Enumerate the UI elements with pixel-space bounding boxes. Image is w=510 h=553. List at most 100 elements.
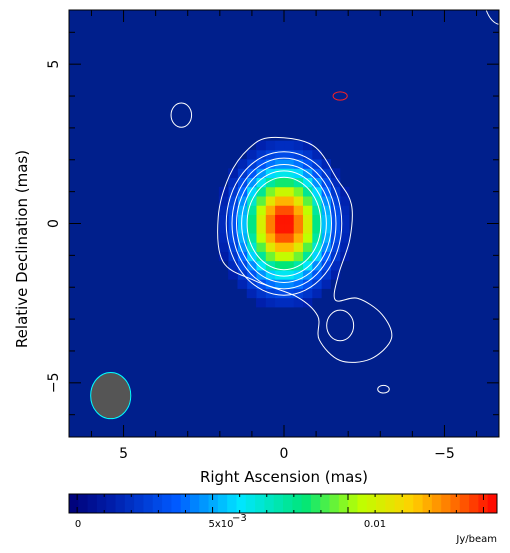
map-pixel xyxy=(246,168,257,179)
map-pixel xyxy=(284,223,294,234)
colorbar-segment xyxy=(96,494,107,513)
beam-shape xyxy=(90,371,132,420)
map-pixel xyxy=(330,242,341,252)
map-pixel xyxy=(237,251,248,262)
map-pixel xyxy=(284,149,294,160)
map-pixel xyxy=(237,186,248,197)
colorbar-segment xyxy=(115,494,126,513)
map-pixel xyxy=(302,159,313,169)
map-pixel xyxy=(256,279,266,289)
map-pixel xyxy=(302,288,313,299)
map-pixel xyxy=(256,196,266,206)
map-pixel xyxy=(274,297,285,308)
map-pixel xyxy=(293,168,304,179)
map-pixel xyxy=(246,186,257,197)
colorbar-segment xyxy=(292,494,303,513)
colorbar-segment xyxy=(376,494,386,513)
map-pixel xyxy=(302,233,313,243)
colorbar-segment xyxy=(469,494,479,513)
map-pixel xyxy=(284,260,294,271)
map-pixel xyxy=(265,297,276,308)
colorbar-tick-label-0: 0 xyxy=(75,519,81,530)
map-pixel xyxy=(321,186,331,197)
map-pixel xyxy=(293,159,304,169)
map-pixel xyxy=(302,149,313,160)
map-pixel xyxy=(339,186,350,197)
map-pixel xyxy=(246,251,257,262)
map-pixel xyxy=(246,149,257,160)
map-pixel xyxy=(293,149,304,160)
map-pixel xyxy=(274,270,285,280)
map-pixel xyxy=(265,177,276,188)
colorbar-segment xyxy=(162,494,172,513)
colorbar-segment xyxy=(180,494,191,513)
map-pixel xyxy=(321,233,331,243)
map-pixel xyxy=(293,260,304,271)
map-pixel xyxy=(321,242,331,252)
colorbar-segment xyxy=(478,494,489,513)
map-pixel xyxy=(274,168,285,179)
map-pixel xyxy=(330,270,341,280)
map-pixel xyxy=(311,288,322,299)
map-pixel xyxy=(228,168,238,179)
colorbar xyxy=(68,493,498,514)
map-pixel xyxy=(293,279,304,289)
map-pixel xyxy=(274,223,285,234)
map-pixel xyxy=(330,214,341,225)
colorbar-tick-label-2: 0.01 xyxy=(364,519,386,530)
map-pixel xyxy=(321,260,331,271)
map-pixel xyxy=(293,196,304,206)
map-pixel xyxy=(274,214,285,225)
map-pixel xyxy=(218,214,229,225)
map-pixel xyxy=(321,168,331,179)
map-pixel xyxy=(284,177,294,188)
colorbar-segment xyxy=(422,494,433,513)
map-pixel xyxy=(265,270,276,280)
map-pixel xyxy=(293,251,304,262)
colorbar-segment xyxy=(264,494,275,513)
map-pixel xyxy=(293,186,304,197)
map-pixel xyxy=(274,260,285,271)
map-pixel xyxy=(311,233,322,243)
colorbar-segment xyxy=(487,494,498,513)
map-pixel xyxy=(246,233,257,243)
map-pixel xyxy=(265,233,276,243)
contour-main xyxy=(231,157,337,290)
map-pixel xyxy=(330,186,341,197)
map-pixel xyxy=(302,279,313,289)
beam-ellipse xyxy=(90,371,132,420)
map-pixel xyxy=(293,233,304,243)
colorbar-tick-label-1-exponent: −3 xyxy=(232,513,247,524)
map-pixel xyxy=(274,186,285,197)
y-tick-label: −5 xyxy=(46,373,62,394)
colorbar-segment xyxy=(413,494,424,513)
map-pixel xyxy=(311,149,322,160)
map-pixel xyxy=(237,159,248,169)
map-pixel xyxy=(246,288,257,299)
map-pixel xyxy=(293,297,304,308)
map-pixel xyxy=(256,233,266,243)
contour-main xyxy=(225,151,343,296)
map-pixel xyxy=(218,205,229,215)
map-pixel xyxy=(274,196,285,206)
map-pixel xyxy=(274,149,285,160)
map-pixel xyxy=(311,223,322,234)
colorbar-segment xyxy=(329,494,340,513)
map-pixel xyxy=(293,270,304,280)
map-pixel xyxy=(265,186,276,197)
map-pixel xyxy=(321,159,331,169)
map-pixel xyxy=(284,270,294,280)
map-pixel xyxy=(274,242,285,252)
map-pixel xyxy=(218,242,229,252)
map-pixel xyxy=(302,140,313,151)
map-pixel xyxy=(237,214,248,225)
map-pixel xyxy=(302,260,313,271)
map-pixel xyxy=(284,205,294,215)
map-pixel xyxy=(311,214,322,225)
colorbar-segment xyxy=(236,494,247,513)
map-pixel xyxy=(237,196,248,206)
map-pixel xyxy=(228,177,238,188)
map-pixel xyxy=(284,196,294,206)
map-pixel xyxy=(330,233,341,243)
map-pixel xyxy=(246,260,257,271)
